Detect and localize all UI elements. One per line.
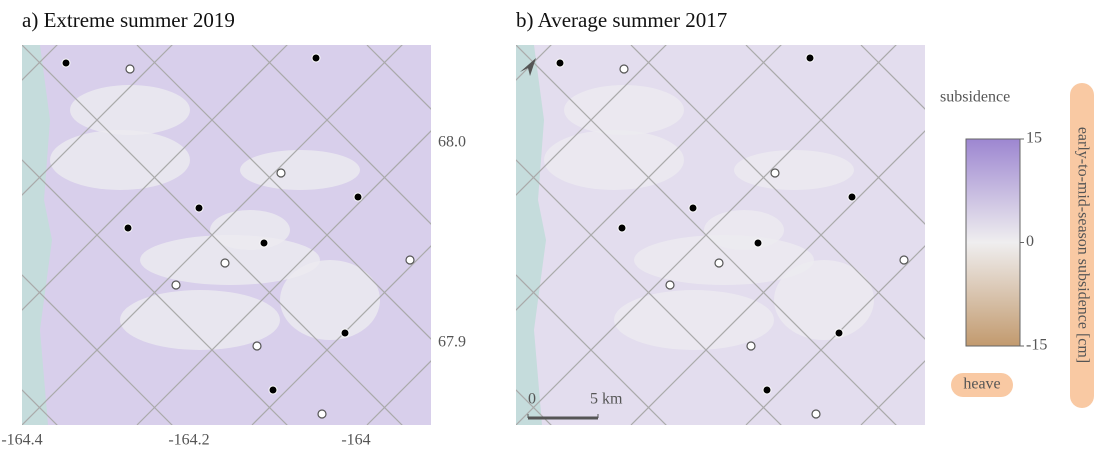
figure: a) Extreme summer 2019 b) Average summer…	[0, 0, 1096, 453]
station-hollow	[277, 169, 285, 177]
station-filled	[312, 54, 320, 62]
station-filled	[195, 204, 203, 212]
scale-label: 5 km	[590, 391, 623, 408]
station-filled	[260, 239, 268, 247]
station-hollow	[900, 256, 908, 264]
colorbar-tick-label: -15	[1026, 337, 1047, 354]
station-filled	[835, 329, 843, 337]
terrain-patch	[544, 130, 684, 190]
station-hollow	[221, 259, 229, 267]
station-filled	[689, 204, 697, 212]
station-filled	[848, 193, 856, 201]
colorbar-top-label: subsidence	[940, 89, 1010, 106]
terrain-patch	[280, 260, 380, 340]
terrain-patch	[734, 150, 854, 190]
colorbar-title: early-to-mid-season subsidence [cm]	[1074, 127, 1091, 363]
terrain-patch	[240, 150, 360, 190]
lat-tick-label: 68.0	[438, 134, 466, 151]
station-filled	[341, 329, 349, 337]
lon-tick-label: -164.2	[168, 432, 209, 449]
station-hollow	[126, 65, 134, 73]
terrain-patch	[120, 290, 280, 350]
terrain-patch	[50, 130, 190, 190]
station-hollow	[318, 410, 326, 418]
lat-tick-label: 67.9	[438, 334, 466, 351]
station-hollow	[747, 342, 755, 350]
panel-title: a) Extreme summer 2019	[22, 8, 235, 32]
scale-label: 0	[528, 391, 536, 408]
station-hollow	[771, 169, 779, 177]
colorbar	[966, 139, 1020, 346]
station-hollow	[253, 342, 261, 350]
station-hollow	[812, 410, 820, 418]
station-filled	[62, 59, 70, 67]
station-filled	[618, 224, 626, 232]
lon-tick-label: -164	[341, 432, 370, 449]
station-hollow	[620, 65, 628, 73]
station-hollow	[406, 256, 414, 264]
terrain-patch	[614, 290, 774, 350]
station-filled	[556, 59, 564, 67]
terrain-patch	[210, 210, 290, 250]
colorbar-bottom-label: heave	[963, 376, 1000, 393]
station-hollow	[715, 259, 723, 267]
terrain-patch	[704, 210, 784, 250]
terrain-patch	[774, 260, 874, 340]
station-filled	[269, 386, 277, 394]
panel-title: b) Average summer 2017	[516, 8, 727, 32]
colorbar-tick-label: 15	[1026, 130, 1042, 147]
lon-tick-label: -164.4	[1, 432, 42, 449]
station-filled	[754, 239, 762, 247]
station-filled	[354, 193, 362, 201]
station-filled	[763, 386, 771, 394]
station-filled	[124, 224, 132, 232]
station-hollow	[666, 281, 674, 289]
terrain-patch	[564, 85, 684, 135]
terrain-patch	[70, 85, 190, 135]
station-filled	[806, 54, 814, 62]
colorbar-tick-label: 0	[1026, 233, 1034, 250]
station-hollow	[172, 281, 180, 289]
